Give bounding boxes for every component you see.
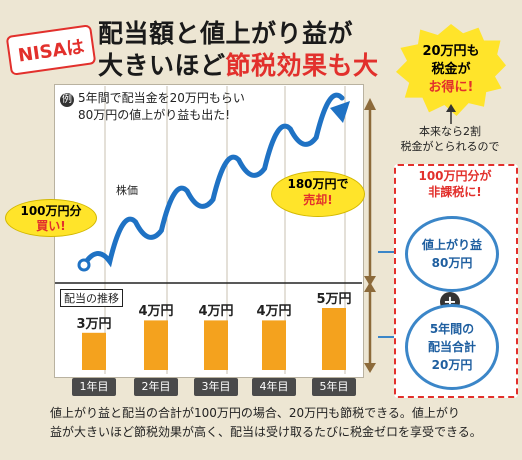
tax-note-line-2: 税金がとられるので — [400, 140, 500, 153]
dividend-bar-1 — [82, 332, 106, 370]
year-label: 5年目 — [312, 378, 356, 396]
sell-callout: 180万円で 売却! — [272, 172, 364, 216]
sell-line-1: 180万円で — [287, 177, 349, 191]
dividend-total-circle: 5年間の 配当合計 20万円 — [405, 304, 499, 390]
example-mark: 例 — [60, 93, 74, 107]
buy-line-1: 100万円分 — [20, 204, 82, 218]
title-line-1: 配当額と値上がり益が — [98, 19, 354, 48]
example-line-2: 80万円の値上がり益も出た! — [78, 108, 231, 122]
buy-callout: 100万円分 買い! — [6, 200, 96, 236]
arrow-bottom — [364, 363, 376, 373]
example-line-1: 例 5年間で配当金を20万円もらい — [60, 90, 245, 107]
dividend-bar-2 — [144, 320, 168, 370]
footer-line-1: 値上がり益と配当の合計が100万円の場合、20万円も節税できる。値上がり — [50, 406, 460, 420]
dividend-chart-title: 配当の推移 — [60, 289, 123, 307]
arrow-mid-down — [364, 276, 376, 286]
footer-note: 値上がり益と配当の合計が100万円の場合、20万円も節税できる。値上がり 益が大… — [50, 404, 514, 442]
title-line-2-black: 大きいほど — [98, 51, 226, 80]
bar-value-label: 4万円 — [138, 304, 174, 320]
sell-line-2: 売却! — [303, 193, 333, 207]
dividend-bar-5 — [322, 308, 346, 370]
gain-line-1: 値上がり益 — [421, 238, 482, 252]
burst-line-2: 税金が — [431, 62, 471, 77]
footer-line-2: 益が大きいほど節税効果が高く、配当は受け取るたびに税金ゼロを享受できる。 — [50, 425, 482, 439]
stock-price-line — [81, 92, 345, 268]
year-label: 4年目 — [252, 378, 296, 396]
dividend-bar-3 — [204, 320, 228, 370]
stock-arrowhead — [330, 101, 350, 123]
tax-free-line-2: 非課税に! — [428, 185, 482, 199]
div-line-1: 5年間の — [429, 322, 475, 336]
up-arrow-icon — [446, 104, 456, 124]
buy-line-2: 買い! — [36, 219, 66, 233]
year-label: 2年目 — [134, 378, 178, 396]
stock-label: 株価 — [116, 184, 138, 197]
tax-note-line-1: 本来なら2割 — [419, 125, 481, 138]
title-line-2: 大きいほど節税効果も大 — [98, 50, 379, 82]
bar-value-label: 4万円 — [198, 304, 234, 320]
burst-line-1: 20万円も — [422, 44, 480, 59]
tax-note: 本来なら2割 税金がとられるので — [400, 124, 500, 154]
dividend-bars — [82, 308, 346, 370]
bar-value-label: 5万円 — [316, 292, 352, 307]
tax-free-line-1: 100万円分が — [418, 169, 492, 183]
burst-line-3: お得に! — [428, 80, 474, 95]
year-label: 3年目 — [194, 378, 238, 396]
div-line-3: 20万円 — [431, 358, 473, 372]
tax-free-heading: 100万円分が 非課税に! — [400, 168, 510, 200]
title-line-2-red: 節税効果も大 — [225, 51, 379, 80]
year-label: 1年目 — [72, 378, 116, 396]
buy-point — [77, 258, 91, 272]
arrow-mid-up — [364, 282, 376, 292]
bar-value-label: 4万円 — [256, 304, 292, 320]
capital-gain-circle: 値上がり益 80万円 — [405, 216, 499, 292]
div-line-2: 配当合計 — [427, 340, 476, 354]
bar-value-label: 3万円 — [76, 316, 112, 332]
gain-line-2: 80万円 — [431, 256, 473, 270]
example-line-1-text: 5年間で配当金を20万円もらい — [78, 91, 245, 105]
example-note: 例 5年間で配当金を20万円もらい 80万円の値上がり益も出た! — [60, 90, 245, 124]
arrow-top — [364, 98, 376, 110]
page-title: 配当額と値上がり益が 大きいほど節税効果も大 — [98, 18, 379, 82]
dividend-bar-4 — [262, 320, 286, 370]
